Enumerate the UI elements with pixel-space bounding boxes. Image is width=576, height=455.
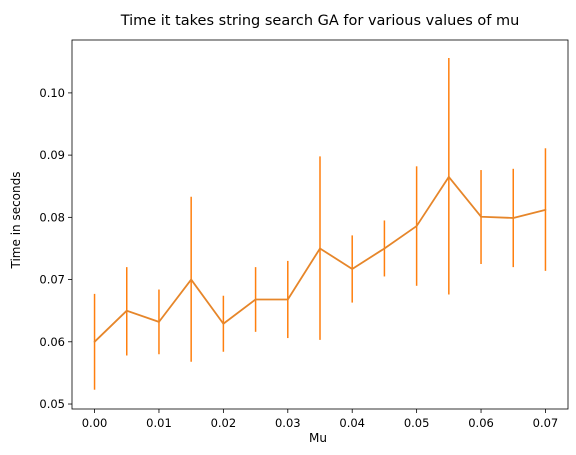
x-tick-label: 0.05 <box>404 416 430 430</box>
y-tick-label: 0.09 <box>39 148 65 162</box>
x-tick-label: 0.03 <box>275 416 301 430</box>
y-tick-label: 0.06 <box>39 335 65 349</box>
plot-area <box>93 58 547 390</box>
x-tick-label: 0.06 <box>468 416 494 430</box>
chart-title: Time it takes string search GA for vario… <box>120 13 520 29</box>
x-axis-label: Mu <box>309 431 327 445</box>
data-point <box>158 320 160 323</box>
data-point <box>415 225 418 227</box>
y-tick-label: 0.08 <box>39 210 65 224</box>
data-point <box>351 268 354 270</box>
data-point <box>447 175 450 178</box>
data-point <box>286 298 289 301</box>
axes-frame <box>71 39 569 410</box>
x-tick-label: 0.01 <box>146 416 172 430</box>
data-point <box>222 322 225 325</box>
y-axis-label: Time in seconds <box>9 172 23 270</box>
data-point <box>512 217 515 219</box>
data-point <box>383 247 386 250</box>
y-tick-label: 0.05 <box>39 397 65 411</box>
y-axis: 0.05 0.06 0.07 0.08 0.09 0.10 <box>39 86 72 411</box>
data-point <box>544 208 547 211</box>
x-axis: 0.00 0.01 0.02 0.03 0.04 0.05 0.06 0.07 <box>82 409 559 430</box>
x-tick-label: 0.02 <box>211 416 237 430</box>
y-tick-label: 0.10 <box>39 86 65 100</box>
data-point <box>190 278 193 281</box>
data-point <box>93 340 96 343</box>
x-tick-label: 0.04 <box>339 416 365 430</box>
data-point <box>480 215 482 218</box>
y-tick-label: 0.07 <box>39 273 65 287</box>
data-point <box>254 298 257 301</box>
data-point <box>125 309 128 312</box>
data-point <box>319 247 321 250</box>
x-tick-label: 0.07 <box>533 416 559 430</box>
x-tick-label: 0.00 <box>82 416 108 430</box>
